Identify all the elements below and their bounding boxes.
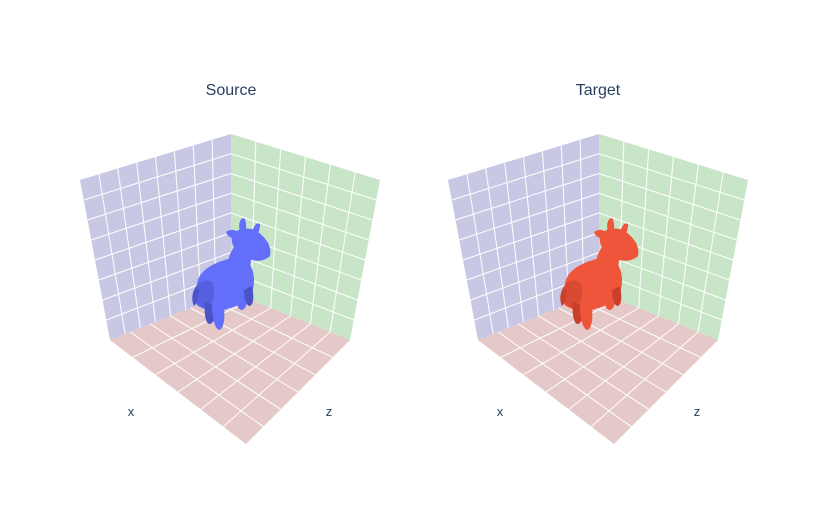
grid-line bbox=[177, 315, 291, 393]
scene-source[interactable]: Source x z bbox=[80, 82, 380, 444]
grid-line bbox=[230, 212, 366, 261]
grid-line bbox=[598, 252, 726, 301]
subplot-title-source: Source bbox=[206, 82, 257, 99]
grid-line bbox=[155, 307, 271, 376]
grid-line bbox=[83, 153, 232, 201]
grid-line bbox=[230, 153, 377, 201]
cow-leg-back-right bbox=[244, 286, 254, 306]
grid-line bbox=[451, 153, 600, 201]
grid-line bbox=[91, 192, 232, 241]
subplot-title-target: Target bbox=[576, 82, 621, 99]
cow-mesh-source bbox=[192, 218, 271, 330]
cow-leg-back-left bbox=[604, 292, 615, 310]
grid-line bbox=[230, 192, 369, 241]
grid-line bbox=[591, 331, 699, 428]
grid-line bbox=[459, 192, 600, 241]
cow-shading bbox=[560, 280, 582, 308]
grid-line bbox=[545, 315, 659, 393]
cow-mesh-target bbox=[560, 218, 639, 330]
x-axis-label: x bbox=[128, 404, 135, 419]
cow-horn-left bbox=[607, 218, 615, 234]
cow-leg-back-left bbox=[236, 292, 247, 310]
grid-line bbox=[466, 232, 600, 281]
grid-line bbox=[455, 173, 600, 221]
grid-line bbox=[223, 331, 331, 428]
grid-line bbox=[470, 252, 600, 301]
scene-target[interactable]: Target x z bbox=[448, 82, 748, 444]
grid-line bbox=[500, 299, 620, 358]
cow-ear bbox=[226, 229, 240, 239]
left-wall-grid bbox=[83, 139, 232, 335]
cow-leg-back-right bbox=[612, 286, 622, 306]
x-axis-label: x bbox=[497, 404, 504, 419]
grid-line bbox=[598, 192, 737, 241]
grid-line bbox=[523, 307, 639, 376]
grid-line bbox=[200, 323, 311, 410]
cow-tail bbox=[560, 288, 567, 306]
cow-head bbox=[599, 228, 639, 261]
cow-tail bbox=[192, 288, 199, 306]
cow-head bbox=[231, 228, 271, 261]
grid-line bbox=[87, 173, 232, 221]
grid-line bbox=[598, 173, 741, 221]
cow-horn-left bbox=[239, 218, 247, 234]
grid-line bbox=[98, 232, 232, 281]
grid-line bbox=[568, 323, 679, 410]
grid-line bbox=[102, 252, 232, 301]
z-axis-label: z bbox=[326, 404, 333, 419]
grid-line bbox=[462, 212, 600, 261]
grid-line bbox=[94, 212, 232, 261]
z-axis-label: z bbox=[694, 404, 701, 419]
floor-panel bbox=[110, 292, 350, 444]
floor-grid bbox=[497, 299, 701, 428]
grid-line bbox=[230, 252, 358, 301]
cow-ear bbox=[594, 229, 608, 239]
cow-shading bbox=[192, 280, 214, 308]
cow-horn-right bbox=[252, 223, 260, 236]
cow-leg-front-right bbox=[212, 305, 225, 330]
floor-panel bbox=[478, 292, 718, 444]
grid-line bbox=[598, 212, 734, 261]
cow-leg-front-right bbox=[580, 305, 593, 330]
grid-line bbox=[598, 153, 745, 201]
grid-line bbox=[230, 173, 373, 221]
grid-line bbox=[132, 299, 252, 358]
cow-horn-right bbox=[620, 223, 628, 236]
